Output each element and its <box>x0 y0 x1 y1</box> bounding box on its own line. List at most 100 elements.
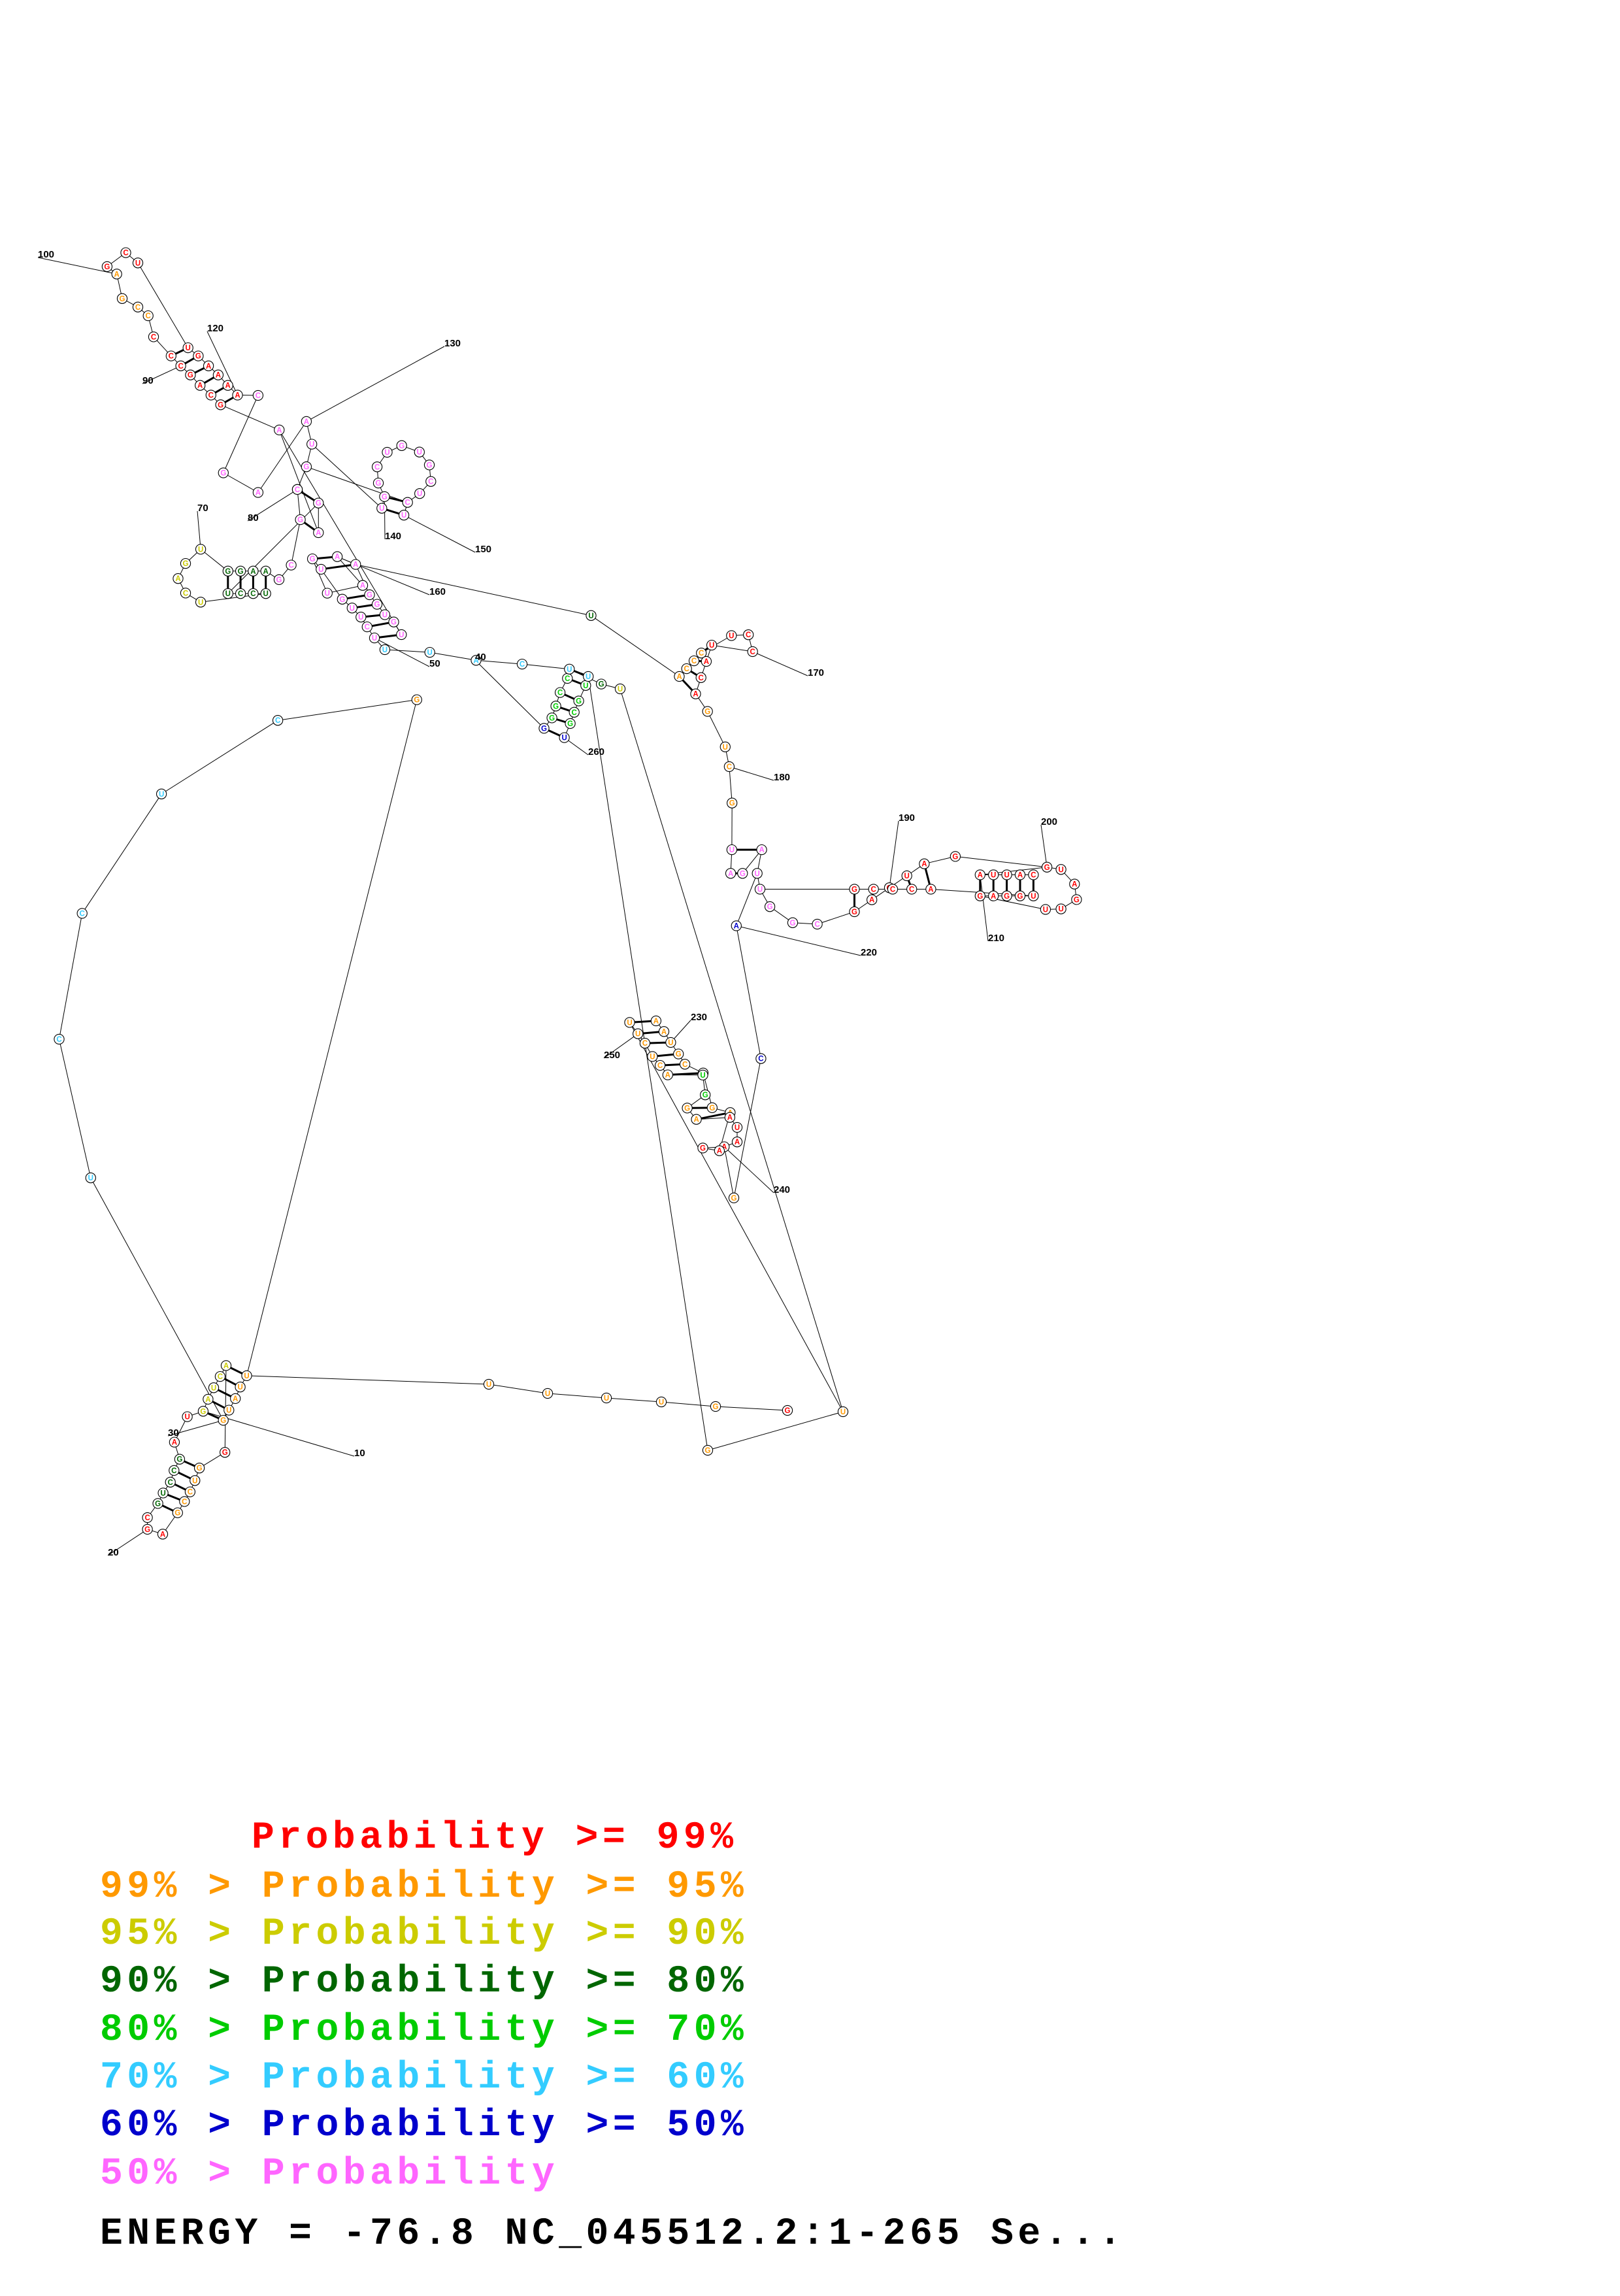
svg-text:C: C <box>890 886 895 894</box>
svg-text:G: G <box>427 461 433 469</box>
svg-text:170: 170 <box>808 667 824 678</box>
svg-text:G: G <box>977 893 983 901</box>
svg-text:U: U <box>650 1054 655 1061</box>
svg-text:G: G <box>120 295 125 303</box>
svg-text:U: U <box>318 566 323 574</box>
svg-text:70% > Probability >= 60%: 70% > Probability >= 60% <box>100 2057 748 2099</box>
svg-text:C: C <box>1031 872 1036 880</box>
svg-text:A: A <box>206 363 211 371</box>
svg-text:G: G <box>297 516 303 524</box>
svg-text:U: U <box>755 870 760 878</box>
svg-text:U: U <box>545 1390 550 1398</box>
svg-text:U: U <box>700 1072 705 1080</box>
svg-text:G: G <box>303 463 309 471</box>
svg-text:C: C <box>288 562 293 570</box>
svg-text:A: A <box>727 1114 733 1122</box>
svg-text:A: A <box>256 490 261 497</box>
svg-text:U: U <box>135 259 141 267</box>
svg-text:C: C <box>691 657 697 665</box>
svg-text:C: C <box>208 392 214 400</box>
svg-text:G: G <box>155 1500 161 1508</box>
svg-text:U: U <box>635 1031 640 1039</box>
svg-text:A: A <box>316 529 321 537</box>
svg-text:C: C <box>168 1479 173 1487</box>
svg-text:U: U <box>723 744 728 752</box>
svg-text:100: 100 <box>38 249 54 260</box>
svg-text:G: G <box>567 720 573 728</box>
svg-text:U: U <box>160 1489 165 1497</box>
svg-text:A: A <box>921 861 927 869</box>
svg-text:G: G <box>709 1105 715 1112</box>
svg-text:G: G <box>176 1456 182 1464</box>
svg-text:U: U <box>372 635 377 642</box>
svg-text:G: G <box>705 1447 711 1455</box>
svg-text:G: G <box>731 1195 737 1203</box>
svg-text:A: A <box>717 1148 722 1156</box>
svg-text:A: A <box>735 1139 740 1146</box>
svg-text:G: G <box>700 1145 706 1153</box>
svg-text:U: U <box>1043 907 1048 914</box>
svg-text:G: G <box>1074 896 1080 904</box>
svg-text:95% > Probability >= 90%: 95% > Probability >= 90% <box>100 1913 748 1955</box>
svg-text:U: U <box>309 441 314 449</box>
svg-text:210: 210 <box>988 933 1004 944</box>
svg-text:C: C <box>746 631 751 639</box>
svg-text:G: G <box>599 681 604 689</box>
svg-text:220: 220 <box>861 947 877 958</box>
svg-text:A: A <box>216 372 221 380</box>
svg-text:C: C <box>218 1373 223 1381</box>
svg-text:A: A <box>704 658 709 666</box>
svg-text:U: U <box>198 546 203 554</box>
svg-text:U: U <box>1058 866 1063 874</box>
svg-text:G: G <box>790 920 796 927</box>
svg-text:A: A <box>205 1396 210 1404</box>
svg-text:G: G <box>225 568 231 576</box>
svg-text:G: G <box>549 714 555 722</box>
svg-text:C: C <box>682 1061 687 1069</box>
svg-text:G: G <box>220 470 226 478</box>
svg-text:G: G <box>174 1510 180 1518</box>
svg-text:U: U <box>757 886 763 894</box>
svg-text:G: G <box>952 853 958 861</box>
svg-text:C: C <box>123 250 128 258</box>
svg-text:U: U <box>211 1384 216 1392</box>
svg-text:200: 200 <box>1041 816 1057 827</box>
svg-text:90% > Probability >= 80%: 90% > Probability >= 80% <box>100 1961 748 2003</box>
svg-text:U: U <box>401 512 406 520</box>
svg-text:A: A <box>665 1072 670 1080</box>
svg-text:A: A <box>233 1395 238 1403</box>
svg-text:G: G <box>729 800 735 808</box>
svg-text:ENERGY = -76.8 NC_045512.2:1-: ENERGY = -76.8 NC_045512.2:1-265 Se... <box>100 2213 1126 2255</box>
svg-text:C: C <box>56 1036 61 1044</box>
svg-text:U: U <box>244 1373 249 1380</box>
svg-text:60% > Probability >= 50%: 60% > Probability >= 50% <box>100 2105 748 2147</box>
svg-text:C: C <box>365 624 370 631</box>
svg-text:U: U <box>1058 906 1063 914</box>
svg-text:U: U <box>604 1395 609 1403</box>
svg-text:U: U <box>668 1039 673 1047</box>
svg-text:C: C <box>727 763 732 771</box>
svg-text:G: G <box>851 908 857 916</box>
svg-text:A: A <box>304 418 309 426</box>
svg-text:160: 160 <box>429 586 446 597</box>
svg-text:U: U <box>225 590 231 598</box>
svg-text:U: U <box>586 673 591 681</box>
svg-text:U: U <box>192 1477 197 1485</box>
svg-text:20: 20 <box>108 1547 119 1558</box>
svg-text:G: G <box>684 1105 690 1112</box>
svg-text:A: A <box>250 568 256 576</box>
svg-text:A: A <box>276 427 282 435</box>
svg-text:Probability >= 99%: Probability >= 99% <box>252 1817 738 1859</box>
svg-text:C: C <box>171 1467 176 1475</box>
svg-text:G: G <box>339 596 345 604</box>
svg-text:A: A <box>693 691 698 699</box>
svg-text:50% > Probability: 50% > Probability <box>100 2153 559 2195</box>
svg-text:G: G <box>310 556 316 563</box>
svg-text:A: A <box>693 1116 699 1124</box>
svg-text:U: U <box>382 646 388 654</box>
svg-text:G: G <box>316 500 322 508</box>
svg-text:G: G <box>382 493 388 501</box>
svg-text:G: G <box>1004 893 1010 901</box>
svg-text:190: 190 <box>899 812 915 824</box>
svg-text:C: C <box>871 886 876 894</box>
